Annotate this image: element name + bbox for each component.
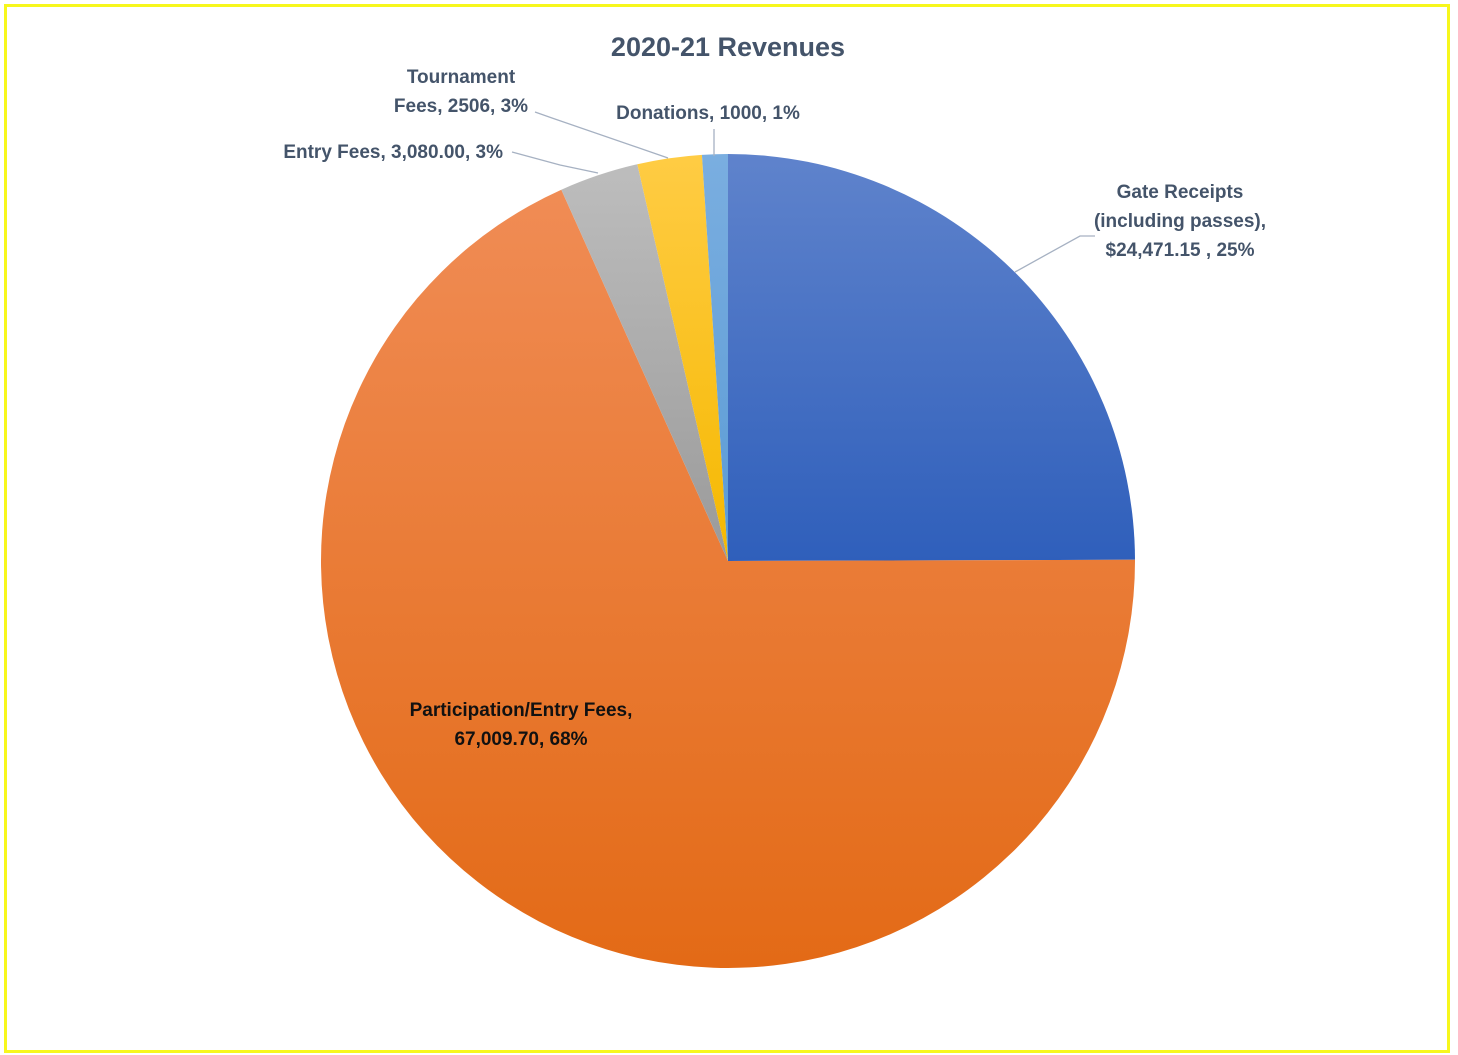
data-label-line: Donations, 1000, 1% — [616, 103, 800, 124]
data-label-line: 67,009.70, 68% — [454, 729, 587, 750]
pie-slice-participation-entry-fees — [320, 189, 1135, 969]
data-label-line: $24,471.15 , 25% — [1106, 240, 1255, 261]
data-label-gate-receipts-including-passes: Gate Receipts (including passes), $24,471.… — [1094, 182, 1266, 261]
pie-slice-gate-receipts-including-passes — [728, 154, 1135, 561]
data-label-participation-entry-fees: Participation/Entry Fees, 67,009.70, 68% — [410, 700, 633, 750]
pie-slice-tournament-fees — [637, 154, 728, 561]
data-label-tournament-fees: Tournament Fees, 2506, 3% — [394, 67, 528, 117]
data-label-line: Tournament — [407, 67, 516, 88]
data-label-line: Participation/Entry Fees, — [410, 700, 633, 721]
leader-line-gate-receipts-including-passes — [1014, 235, 1095, 273]
data-label-line: (including passes), — [1094, 211, 1266, 232]
data-label-line: Gate Receipts — [1117, 182, 1244, 203]
data-labels: Gate Receipts (including passes), $24,471.… — [283, 67, 1266, 750]
data-label-line: Fees, 2506, 3% — [394, 96, 528, 117]
pie-slice-entry-fees — [561, 164, 728, 561]
data-label-entry-fees: Entry Fees, 3,080.00, 3% — [283, 142, 503, 163]
data-label-line: Entry Fees, 3,080.00, 3% — [283, 142, 503, 163]
leader-lines — [511, 111, 1095, 273]
leader-line-entry-fees — [511, 151, 599, 174]
leader-line-tournament-fees — [534, 111, 669, 159]
chart-title: 2020-21 Revenues — [611, 32, 845, 62]
pie-slice-donations — [701, 154, 728, 561]
data-label-donations: Donations, 1000, 1% — [616, 103, 800, 124]
pie-slices — [320, 154, 1135, 969]
